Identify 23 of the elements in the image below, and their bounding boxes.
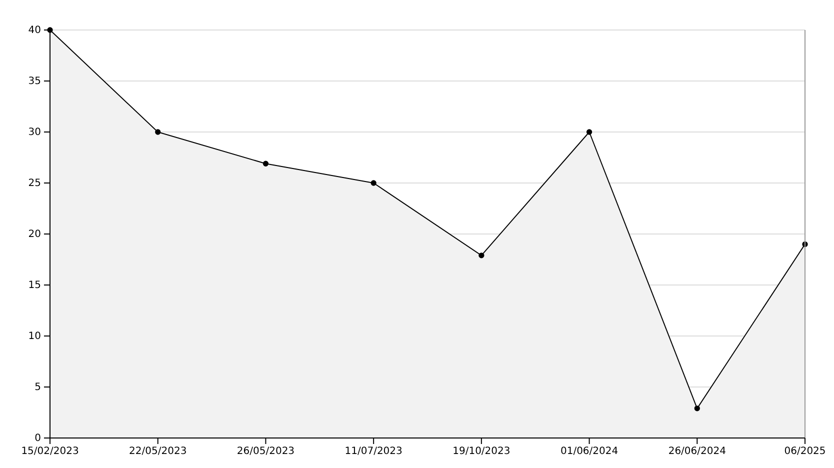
point [478,252,484,258]
y-tick-label: 40 [28,25,41,36]
x-tick-label: 11/07/2023 [344,446,402,458]
point [370,180,376,186]
x-tick-label: 26/05/2023 [236,446,295,458]
point [155,129,161,135]
x-tick-label: 22/05/2023 [129,446,187,458]
y-tick-label: 20 [28,229,41,240]
y-tick-label: 25 [28,178,41,190]
y-tick-label: 10 [28,331,41,342]
y-tick-label: 0 [34,433,41,444]
x-tick-label: 01/06/2024 [560,446,618,458]
y-tick-label: 15 [28,280,41,292]
y-tick-label: 35 [28,76,41,88]
y-tick-label: 30 [28,127,41,138]
x-tick-label: 15/02/2023 [21,446,79,458]
x-tick-label: 26/06/2024 [668,446,726,458]
point [586,129,592,135]
point [262,160,269,166]
point [694,406,700,412]
y-tick-label: 5 [34,382,41,394]
x-tick-label: 19/10/2023 [452,446,510,458]
x-tick-label: 06/2025 [784,446,826,458]
